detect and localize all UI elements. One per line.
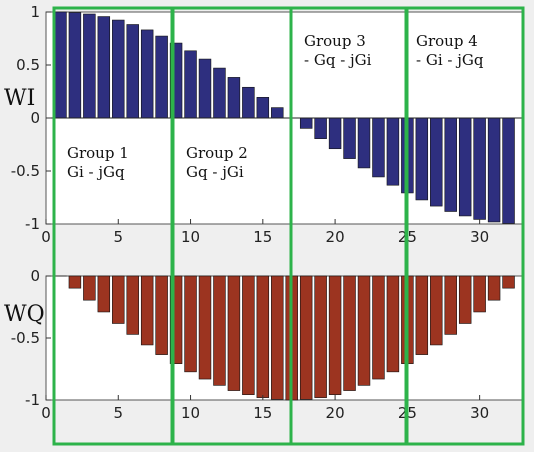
y-tick-label: -1 [25, 391, 40, 409]
wq-bar [314, 275, 327, 398]
wq-bar [430, 275, 443, 346]
wi-y-ticks: 1 0.5 0 -0.5 -1 [11, 3, 51, 233]
y-tick-label: -0.5 [11, 162, 40, 180]
wq-bar [155, 275, 168, 355]
wq-bar [227, 275, 241, 391]
y-tick-label: 0.5 [16, 56, 40, 74]
wi-bar [386, 117, 400, 186]
wi-bar [112, 19, 125, 119]
wi-bar [242, 86, 255, 119]
wq-bar [198, 275, 212, 380]
x-tick-label: 20 [326, 228, 345, 246]
wq-bar [415, 275, 429, 355]
x-tick-label: 30 [470, 228, 489, 246]
wi-bar [299, 117, 313, 129]
wq-bar [184, 275, 197, 373]
wq-bar [502, 275, 515, 289]
wq-bar [357, 275, 371, 386]
group-3-label: - Gq - jGi [304, 51, 372, 69]
x-tick-label: 15 [253, 404, 272, 422]
wi-bar [213, 67, 226, 119]
wi-bar [473, 117, 486, 220]
wq-bar [444, 275, 457, 335]
wq-bar [487, 275, 501, 301]
wq-bar [140, 275, 154, 346]
wi-bar [487, 117, 501, 223]
wq-bar [242, 275, 255, 395]
group-2-label: Gq - jGi [186, 163, 244, 181]
wq-bar [83, 275, 96, 301]
wq-bar [112, 275, 125, 324]
y-tick-label: 1 [30, 3, 40, 21]
group-2-label: Group 2 [186, 144, 248, 162]
x-tick-label: 5 [113, 404, 123, 422]
wq-bar [271, 275, 284, 400]
wi-bar [444, 117, 457, 212]
wq-bar [473, 275, 486, 313]
wq-bar [458, 275, 472, 324]
group-4-highlight-box [404, 6, 525, 446]
x-tick-label: 10 [181, 404, 200, 422]
wq-bar [213, 275, 226, 386]
wi-bar [54, 11, 67, 119]
wi-bar [83, 13, 96, 119]
wi-bar [140, 29, 154, 119]
wq-bar [169, 275, 183, 364]
wi-y-axis-label: WI [4, 86, 35, 111]
wi-bar [126, 24, 139, 119]
y-tick-label: -0.5 [11, 329, 40, 347]
group-highlight-boxes [52, 6, 525, 446]
x-tick-label: 10 [181, 228, 200, 246]
wi-bar [227, 77, 241, 119]
group-1-label: Gi - jGq [67, 163, 125, 181]
wq-bar [256, 275, 270, 398]
wi-bar [314, 117, 327, 139]
x-tick-label: 20 [326, 404, 345, 422]
group-4-label: Group 4 [416, 32, 478, 50]
wq-bar [343, 275, 356, 391]
wq-y-ticks: 0 -0.5 -1 [11, 267, 51, 409]
wq-y-axis-label: WQ [4, 302, 45, 327]
wq-panel: 0-0.5-1 0 5 10 15 20 25 30 WQ [4, 267, 524, 422]
wi-bar [502, 117, 515, 224]
wi-bar [343, 117, 356, 159]
wi-bar [97, 16, 111, 119]
wq-bar [97, 275, 111, 313]
wq-bar [372, 275, 385, 380]
wi-bar [184, 50, 197, 119]
wq-plot-area [45, 275, 524, 401]
group-3-label: Group 3 [304, 32, 366, 50]
wi-bar [271, 107, 284, 119]
y-tick-label: 0 [30, 109, 40, 127]
wi-bar [430, 117, 443, 207]
y-tick-label: -1 [25, 215, 40, 233]
wi-bar [328, 117, 342, 150]
wi-bar [256, 97, 270, 119]
x-tick-label: 5 [113, 228, 123, 246]
wi-bar [357, 117, 371, 169]
wi-bar [415, 117, 429, 201]
wq-bar [299, 275, 313, 400]
x-tick-label: 0 [41, 228, 51, 246]
wi-panel: 10.50-0.5-1 0 5 10 15 20 25 30 WI Group 1Gi - … [4, 3, 524, 246]
x-tick-label: 15 [253, 228, 272, 246]
x-tick-label: 30 [470, 404, 489, 422]
wi-bar [155, 35, 168, 119]
group-4-label: - Gi - jGq [416, 51, 484, 69]
wi-bar [198, 58, 212, 119]
y-tick-label: 0 [30, 267, 40, 285]
wq-bar [126, 275, 139, 335]
wq-bar [328, 275, 342, 395]
wi-bar [68, 12, 82, 119]
wi-bar [458, 117, 472, 217]
wq-bar [68, 275, 82, 289]
wq-bar [386, 275, 400, 373]
x-tick-label: 0 [41, 404, 51, 422]
group-1-label: Group 1 [67, 144, 129, 162]
wi-bar [372, 117, 385, 178]
